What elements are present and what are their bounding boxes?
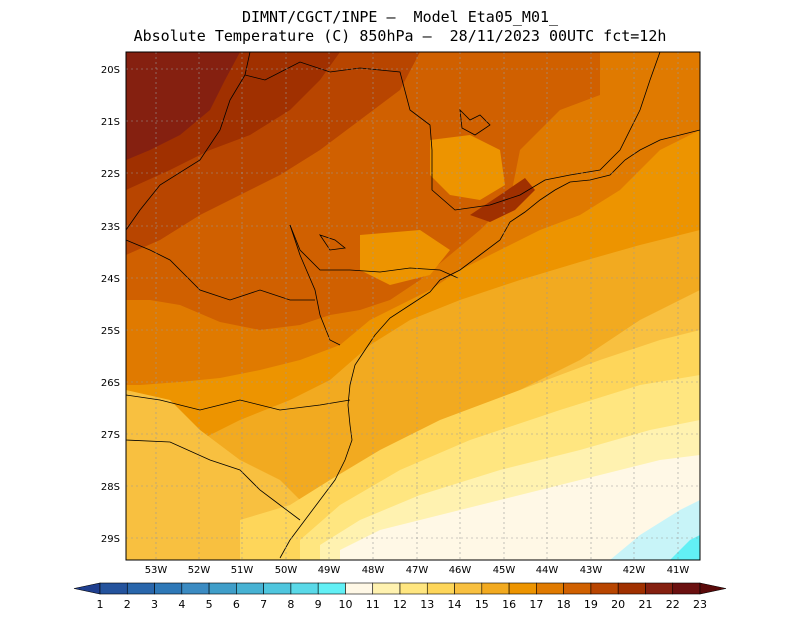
state-border-sc-rs — [126, 439, 301, 521]
colorbar-label: 5 — [206, 598, 213, 611]
lat-label: 29S — [101, 534, 120, 545]
reservoir — [319, 234, 346, 251]
lon-label: 42W — [623, 565, 646, 576]
lon-label: 51W — [231, 565, 254, 576]
lon-label: 45W — [493, 565, 516, 576]
colorbar — [73, 582, 727, 595]
field-10 — [610, 500, 700, 560]
colorbar-label: 7 — [260, 598, 267, 611]
colorbar-label: 14 — [448, 598, 462, 611]
lat-label: 22S — [101, 169, 120, 180]
lon-label: 49W — [318, 565, 341, 576]
colorbar-segment — [208, 582, 237, 595]
lon-label: 44W — [536, 565, 559, 576]
colorbar-segment — [290, 582, 319, 595]
geographic-lines — [126, 52, 700, 559]
country-border-west — [126, 239, 315, 301]
field-17-inland — [360, 230, 450, 285]
colorbar-right-arrow — [699, 582, 727, 595]
colorbar-label: 3 — [151, 598, 158, 611]
colorbar-label: 16 — [502, 598, 516, 611]
state-border-pr-sc — [126, 394, 351, 411]
colorbar-segment — [372, 582, 401, 595]
map-frame — [125, 51, 701, 561]
lon-label: 46W — [449, 565, 472, 576]
colorbar-segment — [236, 582, 264, 595]
field-9 — [670, 535, 700, 560]
lat-label: 28S — [101, 482, 120, 493]
colorbar-segment — [317, 582, 346, 595]
state-border-ms-sp — [126, 74, 246, 231]
title-line-1: DIMNT/CGCT/INPE — Model Eta05_M01_ — [241, 8, 559, 26]
longitude-labels: 53W 52W 51W 50W 49W 48W 47W 46W 45W 44W … — [145, 565, 690, 576]
colorbar-segment — [617, 582, 646, 595]
colorbar-left-arrow — [73, 582, 101, 595]
field-11 — [340, 455, 700, 560]
latitude-labels: 20S 21S 22S 23S 24S 25S 26S 27S 28S 29S — [101, 65, 120, 545]
colorbar-label: 1 — [97, 598, 104, 611]
colorbar-label: 10 — [338, 598, 352, 611]
lat-label: 25S — [101, 326, 120, 337]
colorbar-segment — [590, 582, 619, 595]
lon-label: 48W — [362, 565, 385, 576]
grid-lines — [126, 52, 700, 560]
colorbar-label: 11 — [366, 598, 380, 611]
lake-furnas — [459, 108, 491, 136]
colorbar-label: 22 — [666, 598, 680, 611]
field-17-plateau — [430, 135, 505, 200]
colorbar-label: 13 — [420, 598, 434, 611]
lon-label: 53W — [145, 565, 168, 576]
field-22 — [126, 52, 240, 160]
colorbar-segment — [399, 582, 428, 595]
colorbar-segment — [263, 582, 292, 595]
colorbar-segment — [345, 582, 374, 595]
lon-label: 41W — [667, 565, 690, 576]
lon-label: 52W — [188, 565, 211, 576]
title-line-2: Absolute Temperature (C) 850hPa — 28/11/… — [133, 27, 667, 45]
colorbar-label: 20 — [611, 598, 625, 611]
colorbar-segment — [454, 582, 483, 595]
colorbar-labels: 1 2 3 4 5 6 7 8 9 10 11 12 13 14 15 16 17 18 19 20 21 22 23 — [97, 598, 708, 611]
lat-label: 20S — [101, 65, 120, 76]
colorbar-label: 4 — [178, 598, 185, 611]
lat-label: 23S — [101, 222, 120, 233]
lon-label: 50W — [275, 565, 298, 576]
colorbar-label: 6 — [233, 598, 240, 611]
colorbar-segment — [481, 582, 510, 595]
colorbar-label: 18 — [557, 598, 571, 611]
colorbar-segment — [126, 582, 155, 595]
colorbar-segment — [563, 582, 592, 595]
colorbar-label: 15 — [475, 598, 489, 611]
colorbar-label: 21 — [638, 598, 652, 611]
colorbar-label: 23 — [693, 598, 707, 611]
colorbar-label: 9 — [315, 598, 322, 611]
coastline — [279, 129, 700, 559]
state-border-sp-pr — [289, 224, 459, 279]
colorbar-segment — [181, 582, 210, 595]
colorbar-segment — [672, 582, 701, 595]
lat-label: 21S — [101, 117, 120, 128]
lat-label: 27S — [101, 430, 120, 441]
colorbar-segment — [426, 582, 455, 595]
field-21-mountains — [470, 178, 535, 222]
lon-label: 43W — [580, 565, 603, 576]
temperature-field — [126, 52, 700, 560]
colorbar-segment — [536, 582, 564, 595]
state-border-mg-sp — [244, 52, 661, 211]
colorbar-segment — [99, 582, 128, 595]
lat-label: 26S — [101, 378, 120, 389]
colorbar-segment — [645, 582, 674, 595]
river-parana — [289, 224, 341, 346]
colorbar-segment — [154, 582, 183, 595]
colorbar-label: 2 — [124, 598, 131, 611]
colorbar-label: 12 — [393, 598, 407, 611]
lon-label: 47W — [406, 565, 429, 576]
colorbar-label: 8 — [287, 598, 294, 611]
colorbar-label: 19 — [584, 598, 598, 611]
lat-label: 24S — [101, 274, 120, 285]
colorbar-segment — [508, 582, 537, 595]
colorbar-label: 17 — [529, 598, 543, 611]
